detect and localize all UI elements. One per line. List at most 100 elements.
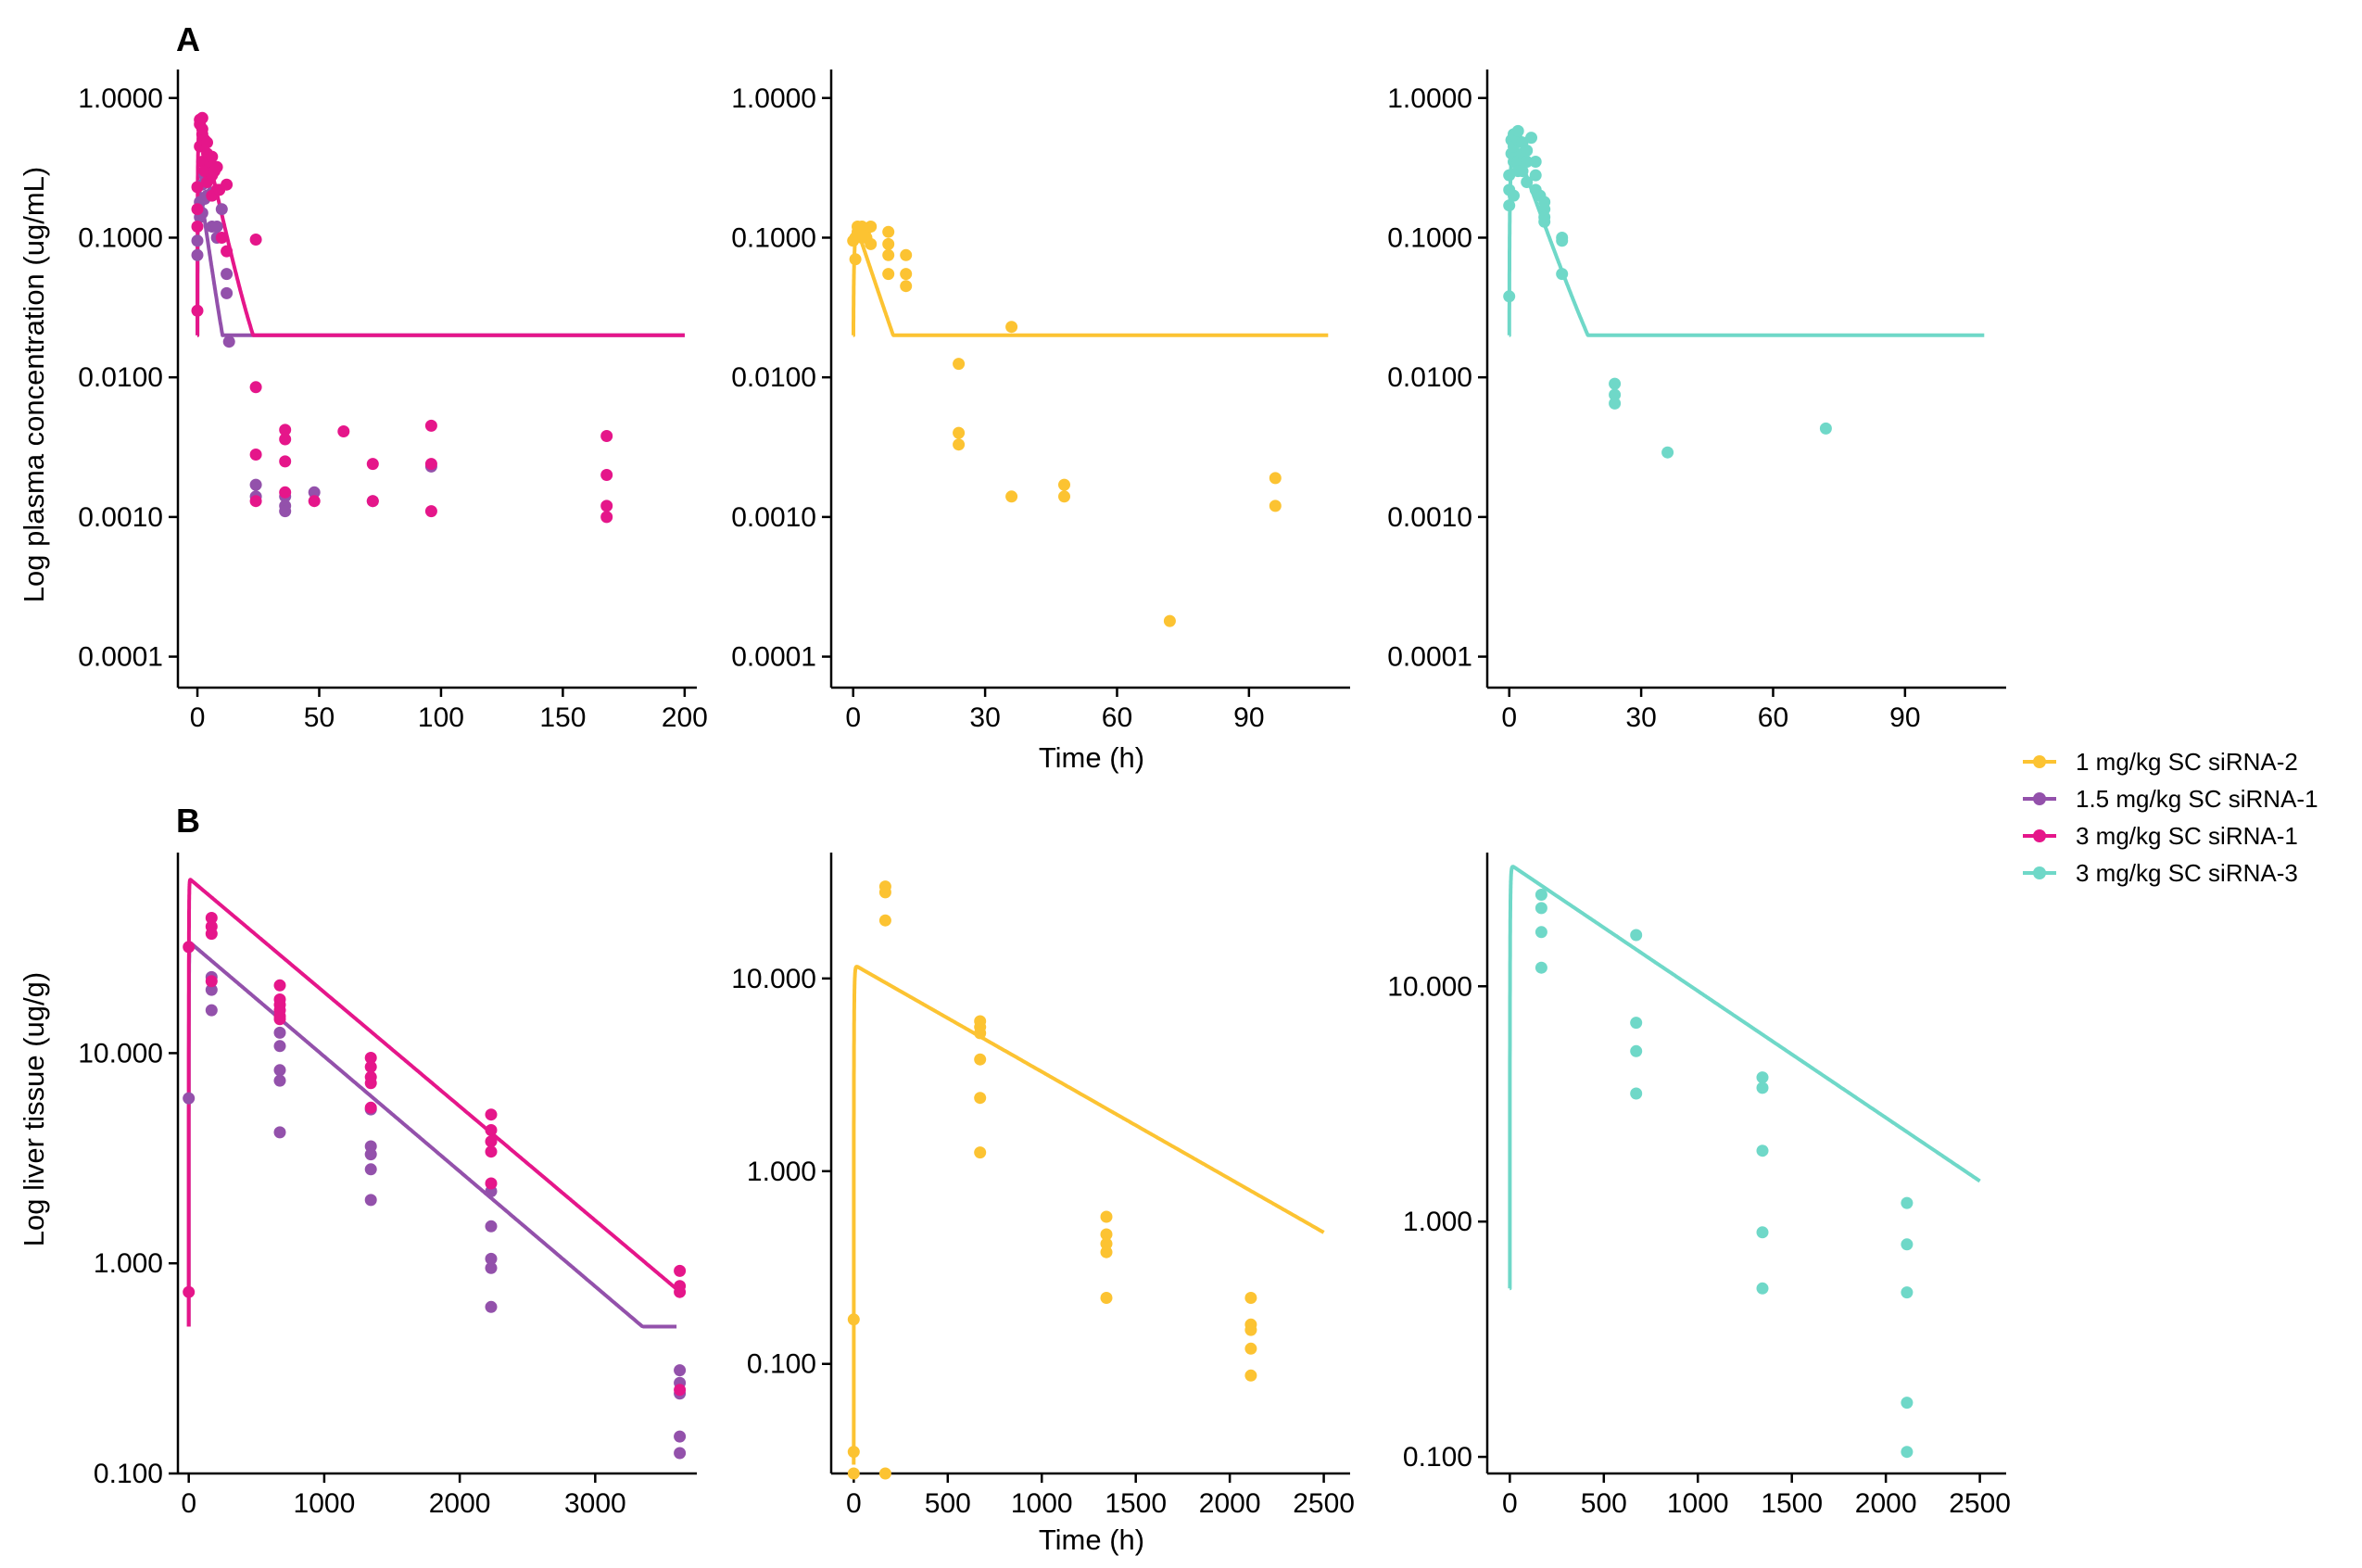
data-point-s1-a2 bbox=[882, 237, 895, 250]
data-point-s3-a1 bbox=[424, 458, 437, 471]
data-point-s2-b1 bbox=[183, 1092, 196, 1105]
data-point-s3-a1 bbox=[206, 150, 219, 163]
y-tick-label-a3: 0.0001 bbox=[1387, 642, 1472, 673]
data-point-s3-a1 bbox=[191, 221, 204, 233]
data-point-s4-b3 bbox=[1630, 1087, 1643, 1100]
data-point-s3-a1 bbox=[366, 495, 379, 508]
y-tick-label-b2: 10.000 bbox=[731, 964, 816, 994]
data-point-s3-a1 bbox=[366, 458, 379, 471]
x-tick-label-b2: 500 bbox=[925, 1488, 971, 1519]
x-tick-label-b3: 1000 bbox=[1667, 1488, 1729, 1519]
y-tick-label-b1: 0.100 bbox=[94, 1459, 163, 1489]
legend-dot-1-5mg-sirna1 bbox=[2033, 792, 2046, 805]
data-point-s1-a2 bbox=[953, 426, 966, 439]
x-tick-label-a1: 50 bbox=[304, 702, 335, 733]
y-tick-label-a2: 0.0001 bbox=[731, 642, 816, 673]
data-point-s2-b1 bbox=[674, 1430, 687, 1443]
data-point-s2-b1 bbox=[485, 1261, 498, 1274]
y-tick-label-a2: 1.0000 bbox=[731, 83, 816, 114]
model-line-s2-b1 bbox=[186, 941, 677, 1329]
x-tick-label-a3: 60 bbox=[1758, 702, 1788, 733]
data-point-s2-b1 bbox=[364, 1194, 377, 1207]
legend-item-1mg-sirna2: 1 mg/kg SC siRNA-2 bbox=[2023, 748, 2298, 776]
data-point-s3-a1 bbox=[210, 160, 223, 173]
x-tick-label-a2: 0 bbox=[845, 702, 861, 733]
data-point-s2-b1 bbox=[485, 1300, 498, 1313]
data-point-s3-a1 bbox=[337, 425, 350, 437]
y-axis-title-row-a: Log plasma concentration (ug/mL) bbox=[18, 167, 50, 602]
data-point-s2-b1 bbox=[273, 1074, 286, 1087]
data-point-s3-b1 bbox=[485, 1177, 498, 1190]
data-point-s4-a3 bbox=[1538, 215, 1551, 228]
x-tick-label-b3: 2500 bbox=[1949, 1488, 2011, 1519]
y-tick-label-a1: 0.1000 bbox=[78, 222, 163, 253]
data-point-s1-a2 bbox=[1005, 490, 1018, 503]
data-point-s1-b2 bbox=[974, 1092, 987, 1105]
data-point-s3-b1 bbox=[205, 928, 218, 941]
legend-item-1-5mg-sirna1: 1.5 mg/kg SC siRNA-1 bbox=[2023, 785, 2318, 813]
model-line-s4-b3 bbox=[1508, 865, 1981, 1291]
data-point-s4-a3 bbox=[1516, 165, 1529, 178]
x-tick-label-a2: 60 bbox=[1102, 702, 1132, 733]
data-point-s2-a1 bbox=[191, 248, 204, 261]
data-point-s3-b1 bbox=[485, 1108, 498, 1121]
chart-panel-a1: 0 50 100 150 200 0.0001 0.0010 0.0100 0.1000 1.00… bbox=[78, 70, 708, 733]
data-point-s3-b1 bbox=[674, 1285, 687, 1298]
data-point-s2-b1 bbox=[485, 1220, 498, 1233]
x-tick-label-b2: 2000 bbox=[1199, 1488, 1261, 1519]
data-point-s4-b3 bbox=[1901, 1397, 1914, 1410]
x-tick-label-a1: 150 bbox=[539, 702, 586, 733]
data-point-s4-b3 bbox=[1901, 1446, 1914, 1459]
data-point-s1-b2 bbox=[974, 1027, 987, 1040]
y-tick-label-b2: 1.000 bbox=[747, 1157, 816, 1187]
x-tick-label-b1: 2000 bbox=[429, 1488, 491, 1519]
x-tick-label-b3: 500 bbox=[1581, 1488, 1627, 1519]
data-point-s4-a3 bbox=[1521, 156, 1534, 168]
data-point-s3-b1 bbox=[485, 1145, 498, 1158]
chart-panel-b2: 0 500 1000 1500 2000 2500 0.100 1.000 10.000 bbox=[731, 853, 1355, 1519]
data-point-s4-a3 bbox=[1503, 199, 1516, 212]
data-point-s3-b1 bbox=[205, 912, 218, 924]
data-point-s1-b2 bbox=[1244, 1369, 1257, 1382]
chart-panel-a2: 0 30 60 90 0.0001 0.0010 0.0100 0.1000 1.0000 bbox=[731, 70, 1350, 733]
data-point-s3-a1 bbox=[308, 495, 321, 508]
data-point-s1-b2 bbox=[974, 1053, 987, 1066]
data-point-s1-a2 bbox=[882, 248, 895, 261]
data-point-s3-a1 bbox=[424, 419, 437, 432]
data-point-s1-b2 bbox=[847, 1313, 860, 1326]
y-tick-label-b1: 1.000 bbox=[94, 1248, 163, 1279]
data-point-s3-b1 bbox=[364, 1060, 377, 1073]
data-point-s1-b2 bbox=[1244, 1292, 1257, 1304]
x-tick-label-b1: 3000 bbox=[564, 1488, 626, 1519]
data-point-s3-a1 bbox=[221, 178, 234, 191]
x-tick-label-a3: 0 bbox=[1501, 702, 1517, 733]
data-point-s3-a1 bbox=[600, 430, 613, 442]
model-line-s1-a2 bbox=[851, 231, 1329, 337]
data-point-s4-b3 bbox=[1756, 1226, 1769, 1239]
x-tick-label-b3: 2000 bbox=[1855, 1488, 1917, 1519]
y-tick-label-a3: 0.1000 bbox=[1387, 222, 1472, 253]
data-point-s4-b3 bbox=[1756, 1282, 1769, 1295]
data-point-s1-a2 bbox=[1163, 614, 1176, 627]
data-point-s2-a1 bbox=[308, 486, 321, 499]
legend-dot-1mg-sirna2 bbox=[2033, 755, 2046, 768]
data-point-s3-a1 bbox=[600, 511, 613, 524]
data-point-s4-a3 bbox=[1609, 388, 1622, 401]
legend-dot-3mg-sirna1 bbox=[2033, 829, 2046, 842]
data-point-s1-a2 bbox=[882, 268, 895, 281]
data-point-s1-a2 bbox=[900, 280, 913, 293]
data-point-s3-b1 bbox=[674, 1384, 687, 1397]
legend-dot-3mg-sirna3 bbox=[2033, 866, 2046, 879]
data-point-s3-a1 bbox=[424, 505, 437, 518]
data-point-s2-a1 bbox=[249, 478, 262, 491]
data-point-s3-a1 bbox=[215, 232, 228, 244]
y-tick-label-a1: 0.0010 bbox=[78, 502, 163, 533]
data-point-s1-b2 bbox=[1244, 1342, 1257, 1355]
data-point-s3-a1 bbox=[201, 136, 213, 149]
data-point-s4-b3 bbox=[1756, 1144, 1769, 1157]
data-point-s1-b2 bbox=[878, 914, 891, 927]
data-point-s2-a1 bbox=[222, 335, 235, 348]
data-point-s4-a3 bbox=[1556, 234, 1569, 247]
chart-panel-b1: 0 1000 2000 3000 0.100 1.000 10.000 bbox=[78, 853, 697, 1519]
